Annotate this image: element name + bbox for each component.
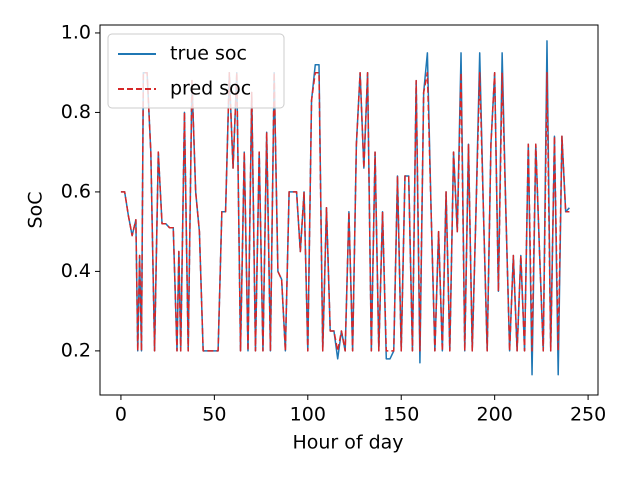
legend-label: true soc (170, 43, 247, 65)
y-tick-label: 0.8 (61, 101, 91, 123)
y-axis-label: SoC (25, 192, 47, 229)
legend-label: pred soc (170, 78, 251, 100)
y-tick-label: 0.4 (61, 260, 91, 282)
x-tick-label: 100 (290, 404, 326, 426)
legend-box (107, 33, 285, 109)
plot-frame (99, 24, 599, 396)
data-line (120, 71, 570, 352)
y-tick-label: 1.0 (61, 21, 91, 43)
y-tick-label: 0.2 (61, 339, 91, 361)
legend: true soc pred soc (107, 33, 285, 109)
x-tick-label: 250 (570, 404, 606, 426)
x-tick-label: 200 (477, 404, 513, 426)
y-tick-label: 0.6 (61, 180, 91, 202)
x-tick-label: 50 (202, 404, 226, 426)
x-axis-label: Hour of day (292, 432, 403, 454)
x-tick-label: 0 (115, 404, 127, 426)
x-tick-label: 150 (383, 404, 419, 426)
